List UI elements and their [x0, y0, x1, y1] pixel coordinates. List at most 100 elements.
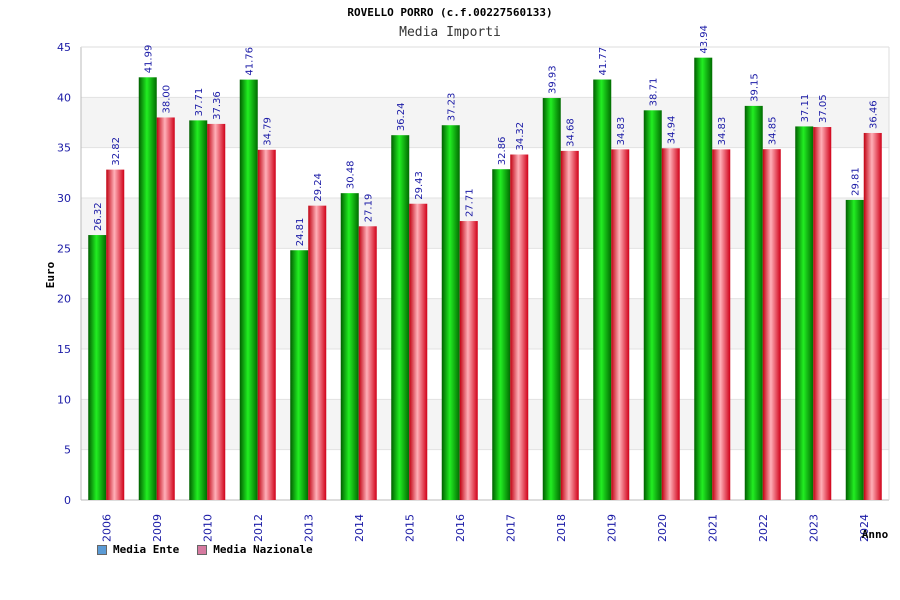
y-axis-label: Euro	[44, 261, 57, 288]
bar-media-nazionale	[863, 132, 882, 500]
data-label: 39.15	[750, 73, 761, 102]
bar-media-nazionale	[257, 149, 276, 500]
data-label: 34.85	[768, 117, 779, 146]
x-axis-label: Anno	[862, 528, 889, 541]
bar-media-nazionale	[459, 221, 478, 500]
bar-media-ente	[492, 169, 511, 500]
bar-media-ente	[88, 235, 107, 500]
bar-media-nazionale	[409, 203, 428, 500]
y-tick-label: 45	[57, 41, 71, 54]
y-tick-label: 25	[57, 242, 71, 255]
bar-media-nazionale	[106, 169, 125, 500]
data-label: 41.77	[598, 47, 609, 76]
data-label: 29.81	[851, 167, 862, 196]
data-label: 37.11	[800, 94, 811, 123]
chart-title: ROVELLO PORRO (c.f.00227560133)	[347, 6, 553, 19]
data-label: 27.19	[364, 194, 375, 223]
data-label: 37.36	[212, 91, 223, 120]
data-label: 26.32	[93, 202, 104, 231]
x-tick-label: 2023	[807, 514, 820, 542]
data-label: 34.94	[667, 116, 678, 145]
bar-media-ente	[744, 105, 763, 500]
data-label: 39.93	[548, 65, 559, 94]
data-label: 34.79	[263, 117, 274, 146]
data-label: 36.46	[869, 100, 880, 129]
y-tick-label: 40	[57, 91, 71, 104]
data-label: 37.71	[194, 88, 205, 117]
bar-media-nazionale	[560, 150, 579, 500]
x-tick-label: 2024	[858, 514, 871, 542]
bar-media-nazionale	[661, 148, 680, 500]
data-label: 30.48	[346, 161, 357, 190]
data-label: 32.82	[111, 137, 122, 166]
bar-media-ente	[340, 193, 359, 500]
data-label: 38.00	[162, 85, 173, 114]
legend-label: Media Ente	[113, 543, 180, 556]
x-tick-label: 2017	[504, 514, 517, 542]
bar-media-ente	[290, 250, 309, 500]
bar-media-nazionale	[762, 149, 781, 500]
y-tick-label: 0	[64, 494, 71, 507]
legend-item-ente: Media Ente	[97, 543, 179, 556]
chart-subtitle: Media Importi	[399, 25, 501, 40]
x-tick-label: 2020	[656, 514, 669, 542]
data-label: 41.76	[245, 47, 256, 76]
x-tick-label: 2021	[706, 514, 719, 542]
data-label: 29.24	[313, 173, 324, 202]
x-tick-label: 2014	[353, 514, 366, 542]
bar-media-nazionale	[308, 205, 327, 500]
bar-media-ente	[643, 110, 662, 500]
data-label: 43.94	[699, 25, 710, 54]
bar-media-ente	[593, 79, 612, 501]
bar-media-ente	[189, 120, 208, 501]
bar-media-ente	[138, 77, 157, 501]
x-tick-label: 2012	[252, 514, 265, 542]
y-tick-label: 15	[57, 343, 71, 356]
y-tick-label: 35	[57, 142, 71, 155]
data-label: 29.43	[414, 171, 425, 200]
legend-swatch	[97, 544, 107, 555]
legend-swatch	[197, 544, 208, 555]
x-tick-label: 2022	[757, 514, 770, 542]
y-tick-label: 20	[57, 293, 71, 306]
bar-media-nazionale	[207, 123, 226, 500]
x-tick-label: 2019	[605, 514, 618, 542]
legend-label: Media Nazionale	[213, 543, 313, 556]
x-tick-label: 2010	[201, 514, 214, 542]
bar-media-ente	[239, 79, 258, 500]
bar-media-ente	[694, 57, 713, 501]
data-label: 24.81	[295, 218, 306, 247]
data-label: 38.71	[649, 78, 660, 107]
x-tick-label: 2013	[302, 514, 315, 542]
data-label: 27.71	[465, 188, 476, 217]
data-label: 34.68	[566, 118, 577, 147]
data-label: 34.83	[717, 117, 728, 146]
bar-media-nazionale	[813, 127, 832, 500]
data-label: 32.86	[497, 137, 508, 166]
legend-item-nazionale: Media Nazionale	[197, 543, 313, 556]
data-label: 37.05	[818, 94, 829, 123]
bar-media-ente	[845, 199, 864, 501]
data-label: 41.99	[144, 45, 155, 74]
bar-media-ente	[441, 125, 460, 500]
data-label: 34.32	[515, 122, 526, 151]
bar-media-nazionale	[712, 149, 731, 501]
x-tick-label: 2009	[151, 514, 164, 542]
bar-media-ente	[391, 135, 410, 500]
bar-media-nazionale	[358, 226, 377, 500]
bar-media-ente	[795, 126, 814, 501]
data-label: 37.23	[447, 93, 458, 122]
bar-media-ente	[542, 98, 561, 501]
x-tick-label: 2018	[555, 514, 568, 542]
x-tick-label: 2016	[454, 514, 467, 542]
data-label: 36.24	[396, 103, 407, 132]
bar-media-nazionale	[510, 154, 529, 500]
x-tick-label: 2015	[403, 514, 416, 542]
legend: Media Ente Media Nazionale	[97, 543, 313, 556]
bar-media-nazionale	[611, 149, 630, 501]
bar-media-nazionale	[156, 117, 175, 500]
y-tick-label: 5	[64, 444, 71, 457]
y-tick-label: 30	[57, 192, 71, 205]
y-tick-label: 10	[57, 393, 71, 406]
